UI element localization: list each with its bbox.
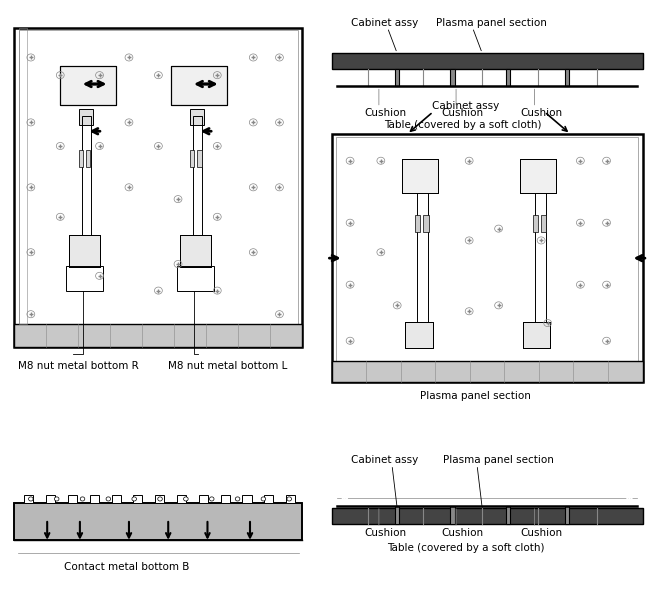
Bar — [520, 159, 556, 193]
Text: Table (covered by a soft cloth): Table (covered by a soft cloth) — [388, 543, 545, 553]
Bar — [177, 266, 214, 291]
Circle shape — [158, 497, 162, 501]
Bar — [190, 109, 204, 125]
Bar — [395, 69, 399, 87]
Circle shape — [80, 497, 85, 501]
Bar — [523, 322, 551, 348]
Polygon shape — [264, 495, 273, 503]
Bar — [564, 69, 569, 87]
Circle shape — [28, 497, 33, 501]
Circle shape — [261, 497, 265, 501]
Polygon shape — [46, 495, 55, 503]
Circle shape — [183, 497, 188, 501]
Bar — [14, 28, 302, 347]
Polygon shape — [133, 495, 143, 503]
Polygon shape — [286, 495, 295, 503]
Bar — [332, 53, 643, 69]
Ellipse shape — [332, 509, 340, 522]
Text: Cabinet assy: Cabinet assy — [351, 455, 419, 465]
Bar — [19, 28, 27, 324]
Bar — [66, 266, 102, 291]
Bar — [415, 215, 420, 232]
Bar — [535, 187, 546, 323]
Text: Plasma panel section: Plasma panel section — [443, 455, 554, 465]
Bar — [79, 109, 93, 125]
Bar — [506, 506, 510, 524]
Bar — [14, 324, 302, 347]
Text: Cushion: Cushion — [365, 109, 407, 119]
Polygon shape — [199, 495, 208, 503]
Circle shape — [287, 497, 292, 501]
Bar — [417, 187, 428, 323]
Bar — [450, 69, 455, 87]
Bar — [171, 66, 227, 105]
Bar — [197, 150, 202, 167]
Polygon shape — [112, 495, 121, 503]
Bar — [60, 66, 116, 105]
Text: Cushion: Cushion — [365, 528, 407, 538]
Ellipse shape — [332, 55, 340, 68]
Bar — [395, 506, 399, 524]
Bar — [86, 150, 91, 167]
Text: Plasma panel section: Plasma panel section — [420, 391, 531, 401]
Ellipse shape — [635, 509, 641, 522]
Bar — [69, 234, 100, 267]
Bar — [541, 215, 547, 232]
Bar — [405, 322, 432, 348]
Bar — [523, 322, 551, 348]
Polygon shape — [90, 495, 99, 503]
Bar — [190, 150, 194, 167]
Bar — [79, 150, 83, 167]
Bar — [450, 506, 455, 524]
Bar — [506, 69, 510, 87]
Ellipse shape — [635, 55, 641, 68]
Bar — [332, 53, 643, 69]
Bar — [193, 116, 202, 234]
Circle shape — [132, 497, 137, 501]
Bar — [14, 503, 302, 540]
Text: Cabinet assy: Cabinet assy — [351, 18, 419, 28]
Bar — [180, 234, 212, 267]
Text: Cushion: Cushion — [520, 528, 562, 538]
Polygon shape — [177, 495, 186, 503]
Bar — [332, 508, 643, 524]
Bar — [405, 322, 432, 348]
Text: Contact metal bottom B: Contact metal bottom B — [64, 562, 189, 572]
Circle shape — [235, 497, 240, 501]
Bar — [402, 159, 438, 193]
Bar — [82, 116, 91, 234]
Text: Cushion: Cushion — [520, 109, 562, 119]
Polygon shape — [155, 495, 164, 503]
Text: M8 nut metal bottom L: M8 nut metal bottom L — [168, 361, 288, 371]
Bar — [180, 234, 212, 267]
Circle shape — [210, 497, 214, 501]
Polygon shape — [68, 495, 77, 503]
Bar — [332, 361, 643, 382]
Bar — [19, 30, 298, 341]
Bar — [402, 159, 438, 193]
Bar — [533, 215, 538, 232]
Bar — [171, 66, 227, 105]
Text: Cushion: Cushion — [442, 528, 484, 538]
Polygon shape — [221, 495, 230, 503]
Bar — [520, 159, 556, 193]
Bar — [336, 137, 638, 377]
Bar — [332, 134, 643, 382]
Polygon shape — [24, 495, 34, 503]
Bar — [14, 503, 302, 540]
Bar — [564, 506, 569, 524]
Polygon shape — [242, 495, 252, 503]
Text: Cabinet assy: Cabinet assy — [432, 101, 499, 111]
Bar — [423, 215, 428, 232]
Text: Plasma panel section: Plasma panel section — [436, 18, 547, 28]
Text: M8 nut metal bottom R: M8 nut metal bottom R — [18, 361, 139, 371]
Bar — [60, 66, 116, 105]
Circle shape — [55, 497, 59, 501]
Circle shape — [106, 497, 110, 501]
Text: Cushion: Cushion — [442, 109, 484, 119]
Text: Table (covered by a soft cloth): Table (covered by a soft cloth) — [384, 120, 541, 130]
Bar — [69, 234, 100, 267]
Bar — [332, 508, 643, 524]
